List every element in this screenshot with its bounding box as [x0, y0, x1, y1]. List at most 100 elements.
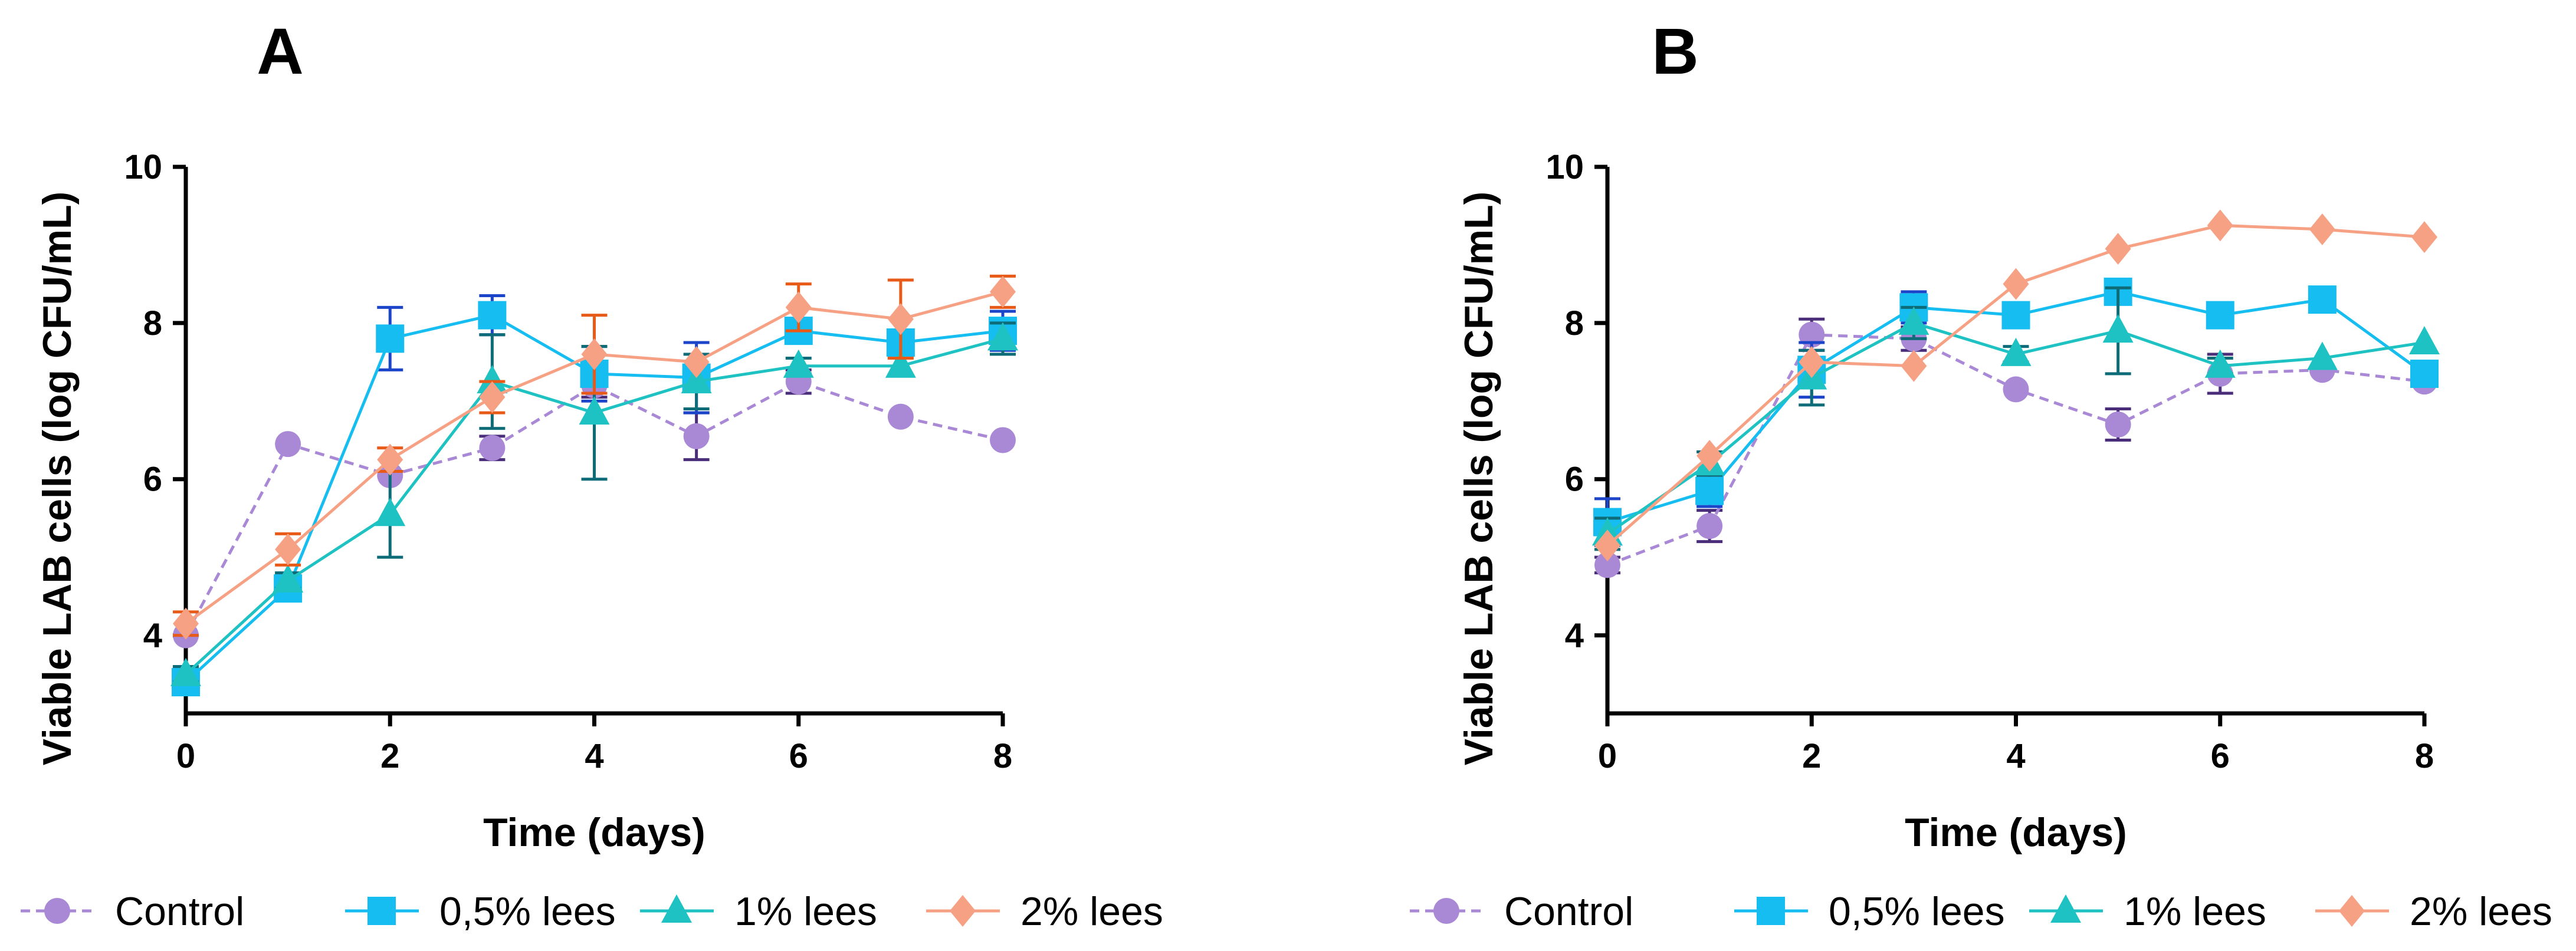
legend-item-0-5-lees: 0,5% lees [345, 889, 616, 934]
y-tick-label: 4 [143, 617, 162, 655]
data-point [681, 365, 712, 394]
y-axis-title: Viable LAB cells (log CFU/mL) [1456, 192, 1501, 766]
legend-item-0-5-lees: 0,5% lees [1734, 889, 2005, 934]
legend-marker [2339, 895, 2365, 927]
legend-label: Control [1504, 889, 1633, 934]
data-point [887, 403, 914, 430]
data-point [2105, 233, 2131, 265]
data-point [990, 427, 1016, 453]
legend-item-control: Control [21, 889, 244, 934]
panel-b: B 4 6 8 10 0 2 4 6 8 Time (days) Viable LAB cells (… [1410, 15, 2552, 934]
data-point [1695, 476, 1724, 505]
data-point [1594, 529, 1620, 562]
data-point [2207, 209, 2233, 242]
data-point [987, 322, 1018, 351]
data-point [683, 423, 710, 449]
data-point [170, 657, 201, 686]
legend-item-2-lees: 2% lees [926, 889, 1163, 934]
legend-item-1-lees: 1% lees [640, 889, 877, 934]
data-point [2409, 325, 2440, 354]
y-tick-label: 4 [1565, 617, 1584, 655]
data-point [1696, 513, 1723, 539]
data-point [375, 498, 406, 526]
data-point [2411, 221, 2437, 254]
legend-label: Control [115, 889, 244, 934]
y-axis-title: Viable LAB cells (log CFU/mL) [35, 192, 80, 766]
data-point [885, 349, 916, 378]
y-tick-label: 10 [124, 148, 162, 186]
data-point [1901, 350, 1927, 382]
y-tick-label: 8 [1565, 304, 1584, 343]
data-point [2309, 213, 2335, 245]
data-point [275, 431, 301, 458]
data-point [2000, 337, 2032, 366]
data-point [683, 346, 710, 379]
data-point [2105, 412, 2131, 438]
data-point [2102, 314, 2134, 343]
data-point [2003, 268, 2029, 300]
data-point [1799, 346, 1825, 379]
data-point [2410, 359, 2439, 388]
y-tick-label: 8 [143, 304, 162, 343]
legend-item-1-lees: 1% lees [2029, 889, 2266, 934]
x-tick-label: 2 [1802, 737, 1821, 775]
legend-item-2-lees: 2% lees [2315, 889, 2552, 934]
series-2-lees [1594, 209, 2437, 562]
data-point [990, 275, 1016, 308]
legend: Control 0,5% lees 1% lees 2% lees [21, 889, 1163, 934]
x-tick-label: 4 [2006, 737, 2025, 775]
data-point [581, 338, 608, 370]
y-tick-label: 6 [143, 460, 162, 499]
y-tick-label: 10 [1545, 148, 1584, 186]
panel-a: A 4 6 8 10 0 2 4 6 8 Time (days) Viable LAB cells (… [21, 15, 1163, 934]
data-point [479, 381, 506, 413]
legend-marker [367, 897, 396, 925]
data-point [783, 349, 814, 378]
data-point [2206, 301, 2234, 330]
legend-item-control: Control [1410, 889, 1633, 934]
series-line-control [1607, 333, 2425, 567]
data-point [1594, 552, 1620, 578]
series-2-lees [173, 274, 1016, 640]
data-point [477, 365, 508, 394]
data-point [377, 443, 403, 476]
data-point [275, 533, 301, 565]
legend-marker [44, 898, 70, 924]
data-point [579, 396, 610, 425]
series-line-control [184, 380, 1003, 636]
data-point [887, 303, 914, 335]
y-tick-label: 6 [1565, 460, 1584, 499]
legend-marker [950, 895, 976, 927]
data-point [2204, 349, 2236, 378]
legend-marker [2050, 894, 2081, 923]
data-point [1696, 439, 1723, 472]
data-point [273, 564, 304, 593]
x-tick-label: 8 [993, 737, 1012, 775]
x-tick-label: 6 [789, 737, 808, 775]
legend-label: 1% lees [2124, 889, 2266, 934]
data-point [2306, 341, 2338, 370]
legend-marker [1433, 898, 1459, 924]
legend-label: 0,5% lees [439, 889, 616, 934]
data-point [2003, 376, 2029, 403]
x-tick-label: 2 [380, 737, 399, 775]
x-tick-label: 0 [1598, 737, 1617, 775]
legend-marker [661, 894, 692, 923]
series-0-5-lees [1593, 277, 2439, 547]
legend-label: 1% lees [734, 889, 877, 934]
data-point [785, 291, 812, 324]
legend: Control 0,5% lees 1% lees 2% lees [1410, 889, 2552, 934]
legend-label: 2% lees [1020, 889, 1163, 934]
x-axis-title: Time (days) [1905, 810, 2127, 855]
legend-label: 0,5% lees [1829, 889, 2005, 934]
data-point [478, 301, 507, 330]
x-tick-label: 4 [585, 737, 603, 775]
data-point [1898, 306, 1929, 335]
x-tick-label: 0 [176, 737, 195, 775]
panel-letter: B [1652, 15, 1698, 88]
data-point [479, 435, 506, 461]
x-axis-title: Time (days) [483, 810, 705, 855]
data-point [173, 607, 199, 640]
data-point [2308, 285, 2337, 314]
